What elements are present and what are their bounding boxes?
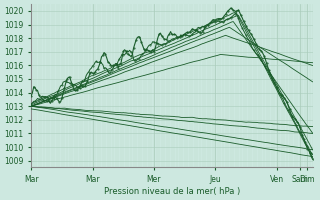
X-axis label: Pression niveau de la mer( hPa ): Pression niveau de la mer( hPa ) — [104, 187, 240, 196]
